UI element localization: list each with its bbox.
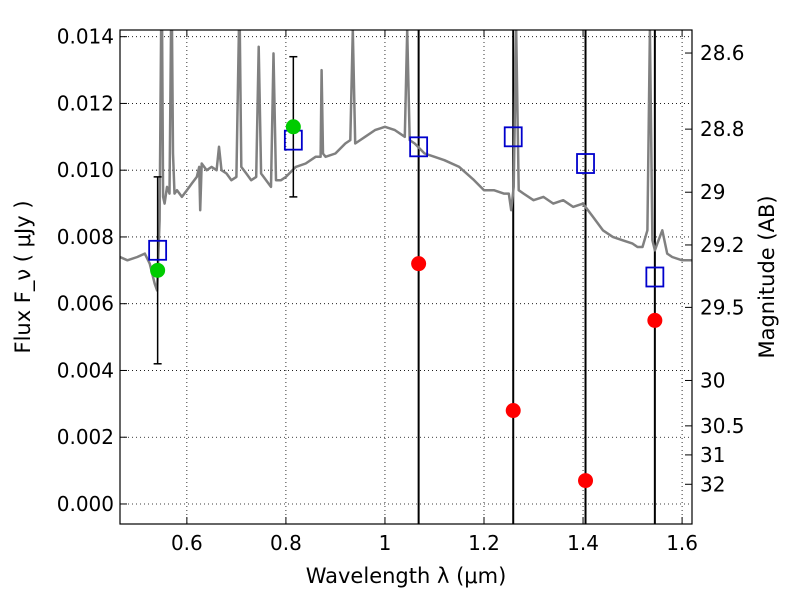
plot-frame [119, 29, 693, 525]
right-tick-label: 29.2 [700, 233, 745, 257]
spectrum-line [120, 30, 692, 292]
x-tick-label: 0.8 [270, 531, 302, 555]
limit-point [578, 473, 594, 489]
y-axis-label: Flux F_ν ( μJy ) [11, 200, 36, 353]
y-tick-label: 0.006 [57, 292, 114, 316]
model-point [576, 153, 595, 174]
x-tick-label: 1.4 [567, 531, 599, 555]
x-axis-label: Wavelength λ (μm) [306, 564, 507, 588]
x-tick-label: 0.6 [171, 531, 203, 555]
right-axis-label: Magnitude (AB) [755, 195, 779, 358]
model-point [503, 126, 523, 148]
limit-point [505, 403, 521, 419]
limit-point [411, 256, 427, 272]
x-tick-label: 1.6 [666, 531, 698, 555]
right-tick-label: 32 [700, 472, 725, 496]
limit-point [647, 312, 663, 328]
y-tick-label: 0.008 [57, 225, 114, 249]
right-tick-label: 30.5 [700, 414, 745, 438]
model-point [148, 239, 168, 261]
model-point [409, 136, 429, 158]
y-tick-label: 0.002 [57, 425, 114, 449]
axis-ticks: 0.6 0.8 1 1.2 1.4 1.6 0.000 0.002 0.004 0.006 0.00… [57, 25, 745, 555]
model-point [645, 266, 665, 288]
right-tick-label: 29.5 [700, 295, 745, 319]
y-tick-label: 0.010 [57, 158, 114, 182]
right-tick-label: 30 [700, 368, 725, 392]
x-tick-label: 1.2 [468, 531, 500, 555]
grid [120, 30, 692, 524]
y-tick-label: 0.000 [57, 492, 114, 516]
y-tick-label: 0.012 [57, 91, 114, 115]
y-tick-label: 0.004 [57, 358, 114, 382]
detection-point [285, 119, 301, 135]
right-tick-label: 28.6 [700, 41, 745, 65]
right-tick-label: 29 [700, 180, 725, 204]
y-tick-label: 0.014 [57, 25, 114, 49]
x-tick-label: 1 [379, 531, 392, 555]
detection-point [150, 262, 166, 278]
plot-area [120, 30, 692, 524]
right-tick-label: 28.8 [700, 117, 745, 141]
right-tick-label: 31 [700, 443, 725, 467]
